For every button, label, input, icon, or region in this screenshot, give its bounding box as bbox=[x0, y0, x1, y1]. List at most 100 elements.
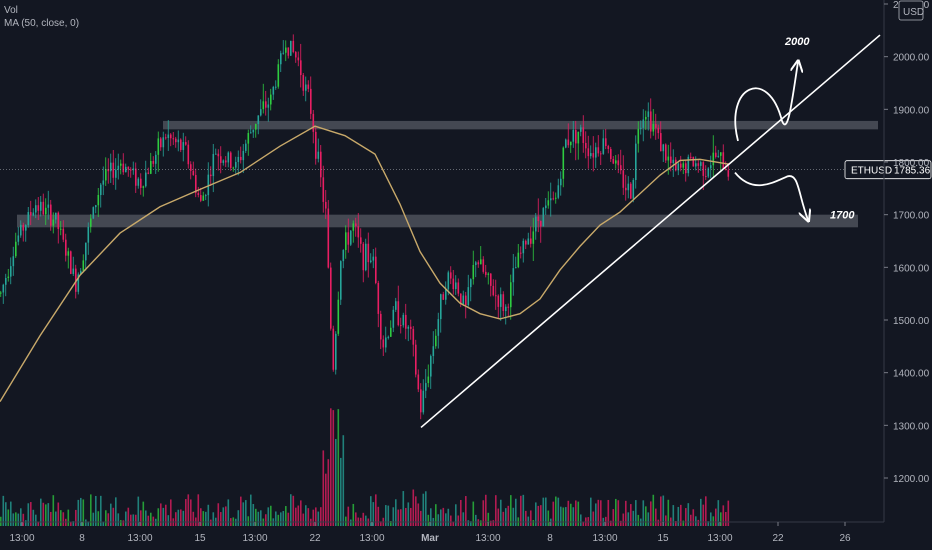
candle-body bbox=[490, 273, 492, 286]
candle-body bbox=[505, 306, 507, 312]
volume-bar bbox=[520, 495, 522, 526]
candle-body bbox=[207, 174, 210, 196]
volume-bar bbox=[657, 519, 660, 526]
candle-body bbox=[570, 141, 572, 146]
volume-bar bbox=[105, 510, 107, 526]
candle-body bbox=[10, 266, 12, 277]
annotation-layer: 2000 1700 bbox=[734, 36, 855, 222]
candle-body bbox=[255, 124, 257, 130]
volume-bar bbox=[630, 504, 632, 526]
volume-bar bbox=[400, 509, 402, 526]
volume-bar bbox=[95, 495, 97, 526]
volume-bar bbox=[102, 521, 105, 526]
volume-bar bbox=[695, 516, 697, 526]
candle-body bbox=[300, 60, 302, 76]
candle-body bbox=[27, 212, 30, 226]
volume-bar bbox=[12, 513, 15, 526]
candle-body bbox=[107, 169, 110, 172]
candle-body bbox=[2, 284, 5, 293]
volume-bar bbox=[682, 520, 685, 526]
volume-bar bbox=[317, 511, 320, 526]
candle-body bbox=[172, 138, 175, 140]
candle-body bbox=[670, 156, 672, 164]
volume-bar bbox=[707, 521, 710, 526]
volume-bar bbox=[430, 508, 432, 526]
volume-bar bbox=[672, 505, 675, 526]
x-tick-label: 15 bbox=[657, 533, 669, 544]
candle-body bbox=[342, 250, 345, 262]
volume-bar bbox=[145, 510, 147, 526]
x-axis[interactable]: 13:00 8 13:00 15 13:00 22 13:00 Mar 13:00 8 13:00 1… bbox=[0, 521, 884, 544]
candle-body bbox=[365, 243, 367, 271]
volume-bar bbox=[207, 504, 210, 526]
candle-body bbox=[700, 162, 702, 166]
candle-body bbox=[120, 163, 122, 166]
target-1700-arrow bbox=[734, 171, 808, 220]
volume-bar bbox=[650, 501, 652, 526]
volume-bar bbox=[425, 491, 427, 526]
candle-body bbox=[417, 374, 420, 390]
volume-bar bbox=[607, 499, 610, 526]
candle-body bbox=[225, 160, 227, 163]
volume-bar bbox=[500, 499, 502, 526]
volume-bar bbox=[687, 503, 690, 526]
volume-bar bbox=[132, 514, 135, 526]
volume-bar bbox=[247, 516, 250, 526]
volume-bar bbox=[267, 507, 270, 526]
volume-bar bbox=[37, 521, 40, 526]
candle-body bbox=[605, 138, 607, 147]
candle-body bbox=[87, 226, 90, 243]
candle-body bbox=[672, 159, 675, 164]
volume-bar bbox=[435, 504, 437, 526]
candle-body bbox=[25, 225, 27, 231]
candle-body bbox=[450, 272, 452, 279]
volume-bar bbox=[617, 500, 620, 526]
candle-body bbox=[647, 111, 650, 117]
candle-body bbox=[455, 282, 457, 290]
candle-body bbox=[57, 212, 60, 230]
volume-bar bbox=[82, 499, 85, 526]
candle-body bbox=[307, 84, 310, 89]
candle-body bbox=[652, 124, 655, 132]
volume-bar bbox=[100, 495, 102, 526]
volume-bar bbox=[492, 520, 495, 526]
volume-bar bbox=[595, 503, 597, 526]
volume-bar bbox=[85, 519, 87, 526]
candle-body bbox=[485, 271, 487, 275]
candle-body bbox=[310, 88, 312, 114]
candle-body bbox=[705, 175, 707, 177]
volume-bar bbox=[450, 515, 452, 526]
volume-bar bbox=[652, 494, 655, 526]
volume-bar bbox=[627, 512, 630, 526]
candle-body bbox=[177, 139, 180, 143]
candle-body bbox=[625, 187, 627, 191]
candle-body bbox=[572, 130, 575, 142]
candle-body bbox=[265, 101, 267, 108]
price-tag-symbol: ETHUSD bbox=[851, 166, 892, 177]
candle-body bbox=[157, 138, 160, 155]
candle-body bbox=[260, 109, 262, 116]
candle-body bbox=[127, 166, 130, 170]
y-axis[interactable]: 1200.00 1300.00 1400.00 1500.00 1600.00 1700.… bbox=[883, 0, 930, 522]
candle-body bbox=[717, 155, 720, 157]
candle-body bbox=[145, 172, 147, 187]
candle-body bbox=[335, 333, 337, 370]
volume-bar bbox=[725, 511, 727, 526]
volume-bar bbox=[175, 512, 177, 526]
candle-body bbox=[5, 277, 7, 285]
volume-bar bbox=[480, 520, 482, 526]
currency-box bbox=[898, 0, 924, 21]
candle-body bbox=[97, 194, 100, 206]
candle-body bbox=[667, 156, 670, 161]
candle-body bbox=[250, 132, 252, 134]
candle-body bbox=[15, 241, 17, 257]
candle-body bbox=[725, 169, 727, 171]
volume-bar bbox=[122, 520, 125, 526]
candle-body bbox=[682, 163, 685, 168]
candle-body bbox=[382, 339, 385, 348]
candle-body bbox=[297, 57, 300, 61]
candle-body bbox=[687, 156, 690, 174]
candle-body bbox=[407, 326, 410, 329]
candle-body bbox=[367, 243, 370, 263]
